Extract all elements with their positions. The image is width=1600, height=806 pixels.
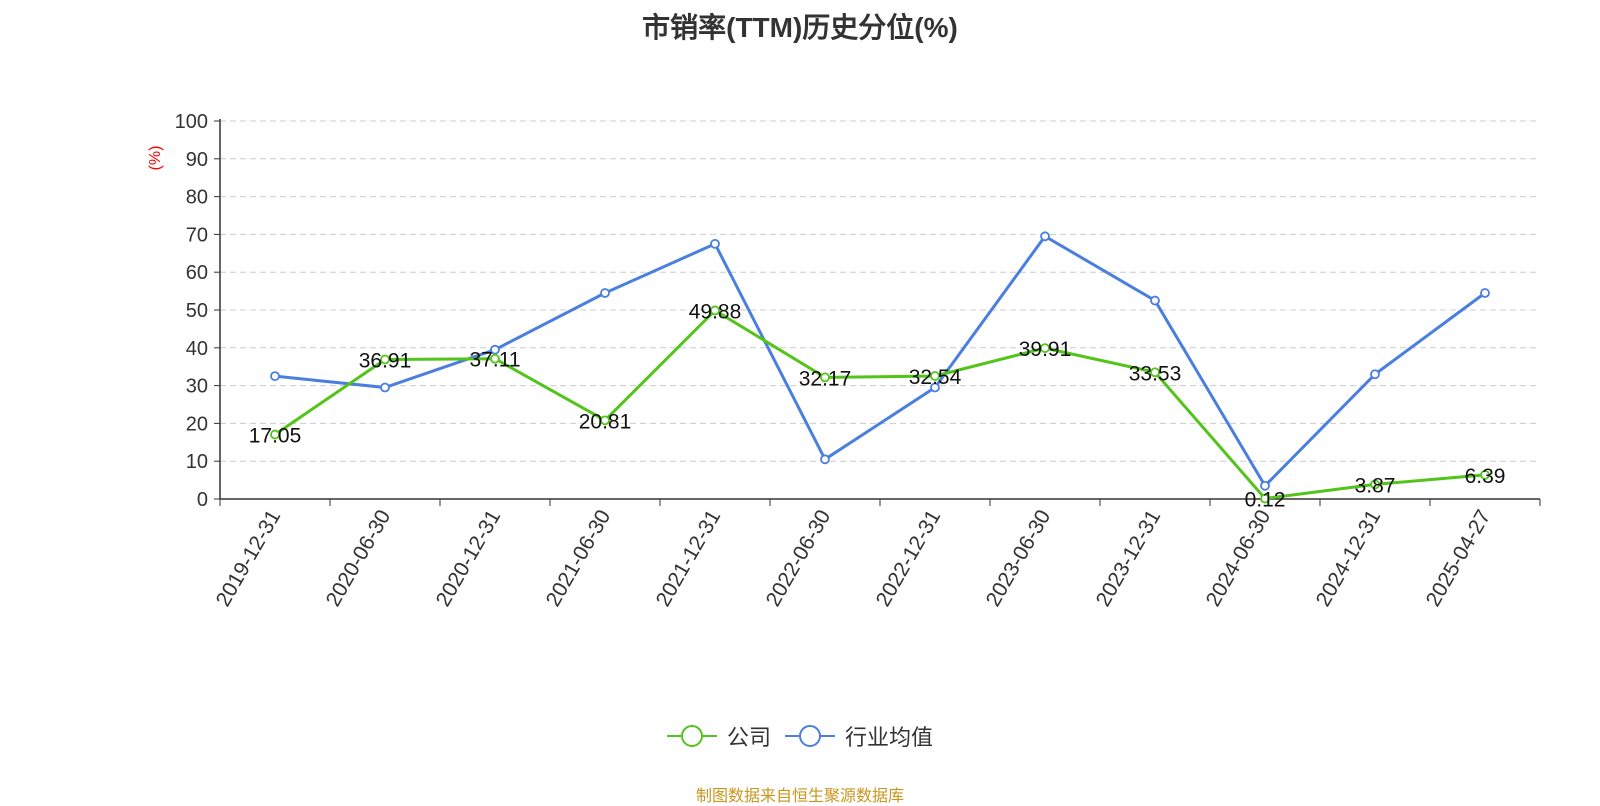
x-tick-label: 2019-12-31 [212,506,286,611]
chart-title: 市销率(TTM)历史分位(%) [642,12,958,43]
data-label-company: 37.11 [470,349,521,372]
legend-marker-company-icon [666,725,717,747]
data-point-company [930,371,940,381]
data-point-company [380,354,390,365]
data-point-company [1150,367,1160,378]
x-tick-label: 2025-04-27 [1422,506,1496,611]
data-label-company: 17.05 [249,425,302,448]
y-axis-label: (%) [147,146,164,171]
y-tick-label: 60 [186,262,208,284]
data-point-company [710,305,720,316]
grid-lines [220,120,1540,462]
y-tick-label: 40 [186,338,208,360]
y-tick-labels: 0 10 20 30 40 50 60 70 80 90 100 [175,111,208,511]
legend: 公司 行业均值 [0,720,1600,752]
series-layer [270,231,1490,504]
series-line-company [274,308,1486,501]
data-point-company [1260,493,1270,504]
data-point-company [1370,479,1380,490]
legend-label-industry: 行业均值 [845,725,934,750]
x-tick-label: 2022-12-31 [872,506,946,611]
legend-item-company[interactable]: 公司 [666,720,771,752]
data-label-company: 33.53 [1129,362,1182,385]
data-point-industry [380,382,390,393]
data-point-industry [270,371,280,382]
series-line-industry [274,234,1486,488]
data-point-industry [1260,480,1270,491]
legend-label-company: 公司 [726,725,771,750]
data-point-industry [1370,369,1380,380]
data-point-company [490,353,500,364]
x-tick-label: 2024-06-30 [1202,506,1276,611]
data-point-industry [820,454,830,465]
y-tick-label: 50 [186,300,208,322]
data-label-company: 3.87 [1355,474,1396,497]
axes [214,119,1541,506]
x-tick-label: 2021-12-31 [652,506,726,611]
data-label-company: 32.17 [799,367,852,390]
y-tick-label: 10 [186,451,208,473]
data-point-industry [1150,295,1160,306]
y-tick-label: 70 [186,224,208,246]
data-point-company [1040,343,1050,354]
y-tick-label: 30 [186,376,208,398]
data-labels: 17.05 36.91 37.11 20.81 49.88 32.17 32.54 39.91… [249,300,1506,511]
data-point-industry [1040,231,1050,242]
data-label-company: 49.88 [689,300,742,323]
data-point-company [270,429,280,440]
y-tick-label: 100 [175,111,208,133]
x-tick-label: 2023-12-31 [1092,506,1166,611]
x-tick-label: 2020-12-31 [432,506,506,611]
data-point-industry [1480,288,1490,298]
data-label-company: 0.12 [1245,489,1286,512]
data-point-company [600,415,610,426]
x-tick-label: 2020-06-30 [322,506,396,611]
source-note: 制图数据来自恒生聚源数据库 [695,788,904,805]
data-label-company: 39.91 [1019,338,1072,361]
data-point-company [1480,469,1490,480]
data-label-company: 20.81 [579,410,632,433]
data-point-company [820,372,830,383]
x-tick-label: 2024-12-31 [1312,506,1386,611]
data-label-company: 6.39 [1465,465,1506,488]
y-tick-label: 0 [197,489,208,511]
data-point-industry [600,288,610,298]
data-label-company: 36.91 [359,349,412,372]
legend-item-industry[interactable]: 行业均值 [785,720,933,752]
y-tick-label: 20 [186,413,208,435]
x-tick-labels: 2019-12-31 2020-06-30 2020-12-31 2021-06-30… [212,506,1496,611]
data-label-company: 32.54 [909,366,962,389]
x-tick-label: 2022-06-30 [762,506,836,611]
x-tick-label: 2021-06-30 [542,506,616,611]
x-tick-label: 2023-06-30 [982,506,1056,611]
legend-marker-industry-icon [785,725,835,747]
data-point-industry [930,382,940,393]
data-point-industry [490,344,500,355]
y-tick-label: 90 [186,149,208,171]
y-tick-label: 80 [186,187,208,209]
data-point-industry [710,238,720,249]
